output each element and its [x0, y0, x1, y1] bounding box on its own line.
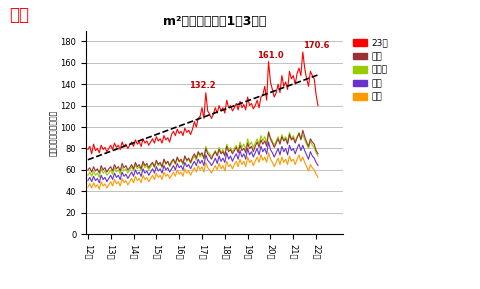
Text: 170.6: 170.6: [303, 41, 329, 50]
Legend: 23区, 都下, 神奈川, 埼玉, 千葉: 23区, 都下, 神奈川, 埼玉, 千葉: [350, 35, 392, 105]
Y-axis label: 発売単価（万円／㎡）: 発売単価（万円／㎡）: [48, 109, 58, 155]
Text: 161.0: 161.0: [257, 51, 284, 60]
Text: マ！: マ！: [10, 6, 30, 24]
Title: m²単価の推移（1都3県）: m²単価の推移（1都3県）: [163, 15, 266, 28]
Text: 132.2: 132.2: [189, 81, 216, 90]
